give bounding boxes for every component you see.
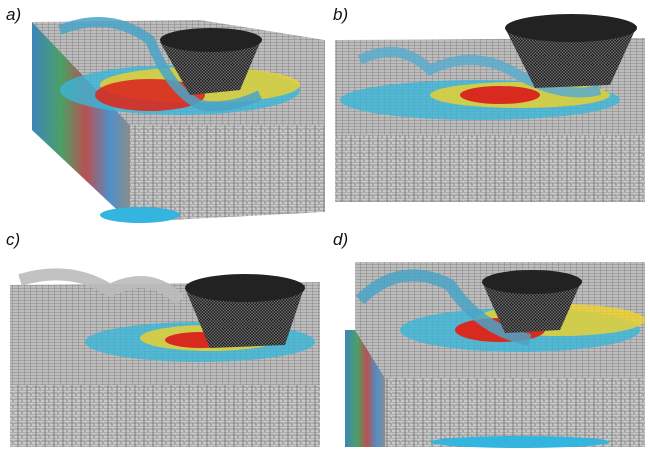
panel-c: c) [6,230,320,447]
panel-label: c) [6,230,20,249]
panel-a: a) [6,5,325,223]
panel-d: d) [333,230,645,448]
panel-b: b) [333,5,645,202]
figure: a) b) c) d) [0,0,648,449]
panel-label: a) [6,5,21,24]
panel-label: b) [333,5,348,24]
block-front [130,125,325,222]
panel-label: d) [333,230,348,249]
plume [100,207,180,223]
